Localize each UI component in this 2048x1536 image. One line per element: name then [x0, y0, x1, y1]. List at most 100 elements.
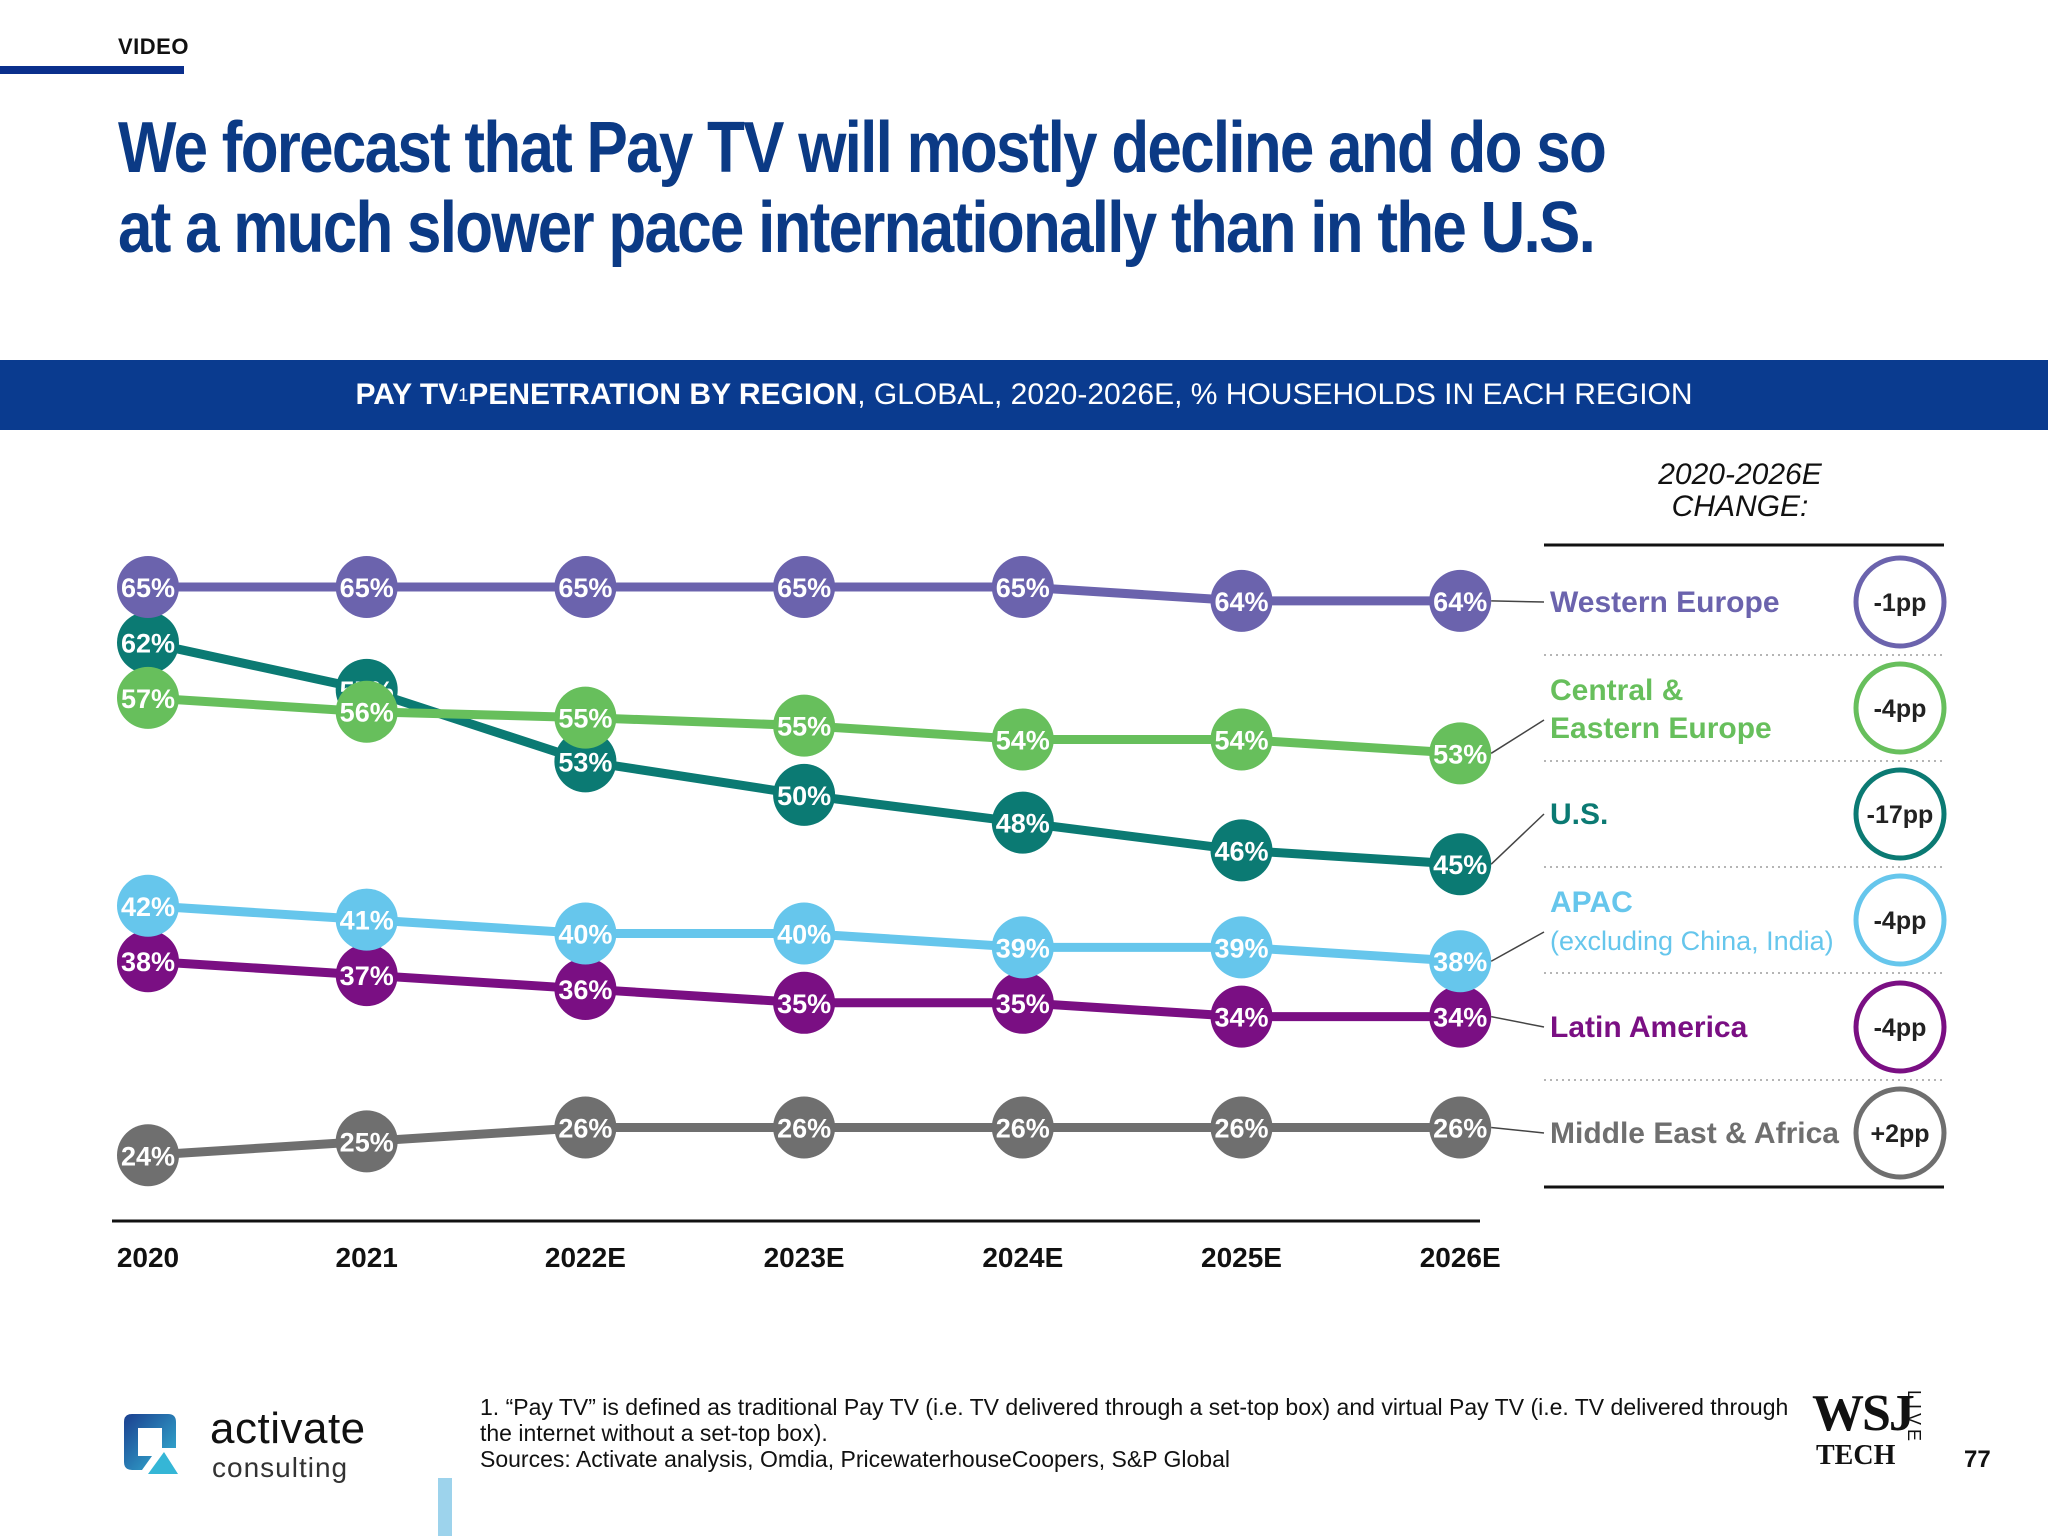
data-label-latin-america-2025e: 34% — [1214, 1003, 1268, 1033]
leader-line-western-europe — [1491, 600, 1545, 603]
data-label-u-s-2023e: 50% — [777, 781, 831, 811]
point-middle-east-africa-2020 — [117, 1124, 179, 1187]
data-label-central-eastern-europe-2023e: 55% — [777, 712, 831, 742]
wsj-live-text: LIVE — [1904, 1390, 1924, 1446]
point-latin-america-2023e — [773, 971, 836, 1034]
legend-label-apac-line-1: APAC — [1550, 886, 1633, 919]
change-badge-u-s — [1853, 767, 1947, 861]
legend-label-apac-line-2: (excluding China, India) — [1550, 926, 1834, 956]
data-label-u-s-2020: 62% — [121, 629, 175, 659]
change-value-western-europe: -1pp — [1874, 589, 1927, 617]
data-label-latin-america-2024e: 35% — [996, 989, 1050, 1019]
banner-bold-text-2: PENETRATION BY REGION — [468, 378, 858, 411]
leader-line-apac — [1490, 931, 1545, 962]
wsj-logo-text: WSJ — [1812, 1385, 1915, 1442]
point-u-s-2026e — [1429, 833, 1492, 896]
page-title: We forecast that Pay TV will mostly decl… — [118, 108, 1607, 268]
point-middle-east-africa-2024e — [991, 1096, 1054, 1159]
data-label-western-europe-2020: 65% — [121, 573, 175, 603]
data-label-u-s-2026e: 45% — [1433, 850, 1487, 880]
data-label-middle-east-africa-2024e: 26% — [996, 1114, 1050, 1144]
change-badge-western-europe — [1853, 555, 1947, 649]
point-apac-2023e — [773, 902, 836, 965]
point-middle-east-africa-2022e — [554, 1096, 617, 1159]
point-latin-america-2025e — [1210, 985, 1273, 1048]
footer-accent-bar — [438, 1478, 452, 1536]
leader-line-central-eastern-europe — [1490, 719, 1545, 754]
point-central-eastern-europe-2022e — [554, 686, 617, 749]
x-tick-label-2025e: 2025E — [1201, 1242, 1282, 1273]
leader-line-u-s — [1490, 813, 1545, 865]
data-label-latin-america-2021: 37% — [340, 961, 394, 991]
point-middle-east-africa-2026e — [1429, 1096, 1492, 1159]
point-western-europe-2022e — [554, 556, 617, 618]
point-apac-2022e — [554, 902, 617, 965]
banner-bold-text: PAY TV — [355, 378, 459, 411]
point-latin-america-2022e — [554, 957, 617, 1020]
data-label-u-s-2024e: 48% — [996, 809, 1050, 839]
point-central-eastern-europe-2024e — [991, 708, 1054, 771]
point-apac-2020 — [117, 874, 179, 937]
data-label-middle-east-africa-2025e: 26% — [1214, 1114, 1268, 1144]
change-value-middle-east-africa: +2pp — [1870, 1120, 1929, 1148]
point-central-eastern-europe-2023e — [773, 694, 836, 757]
leader-line-latin-america — [1491, 1015, 1545, 1028]
change-badge-latin-america — [1853, 980, 1947, 1074]
footnote-sources: Sources: Activate analysis, Omdia, Price… — [480, 1446, 1230, 1472]
point-u-s-2023e — [773, 763, 836, 826]
change-value-u-s: -17pp — [1867, 801, 1934, 829]
chart-banner: PAY TV 1 PENETRATION BY REGION, GLOBAL, 2… — [0, 360, 2048, 430]
legend-label-latin-america: Latin America — [1550, 1011, 1748, 1044]
data-label-central-eastern-europe-2026e: 53% — [1433, 739, 1487, 769]
legend-label-central-eastern-europe-line-2: Eastern Europe — [1550, 712, 1772, 745]
data-label-western-europe-2024e: 65% — [996, 573, 1050, 603]
footnote-line-1: 1. “Pay TV” is defined as traditional Pa… — [480, 1394, 1789, 1420]
point-western-europe-2021 — [335, 556, 398, 618]
change-badge-apac — [1853, 873, 1947, 967]
legend-label-middle-east-africa: Middle East & Africa — [1550, 1117, 1839, 1150]
data-label-western-europe-2026e: 64% — [1433, 587, 1487, 617]
change-header-line-2: CHANGE: — [1672, 490, 1809, 523]
data-label-u-s-2025e: 46% — [1214, 836, 1268, 866]
point-western-europe-2025e — [1210, 569, 1273, 632]
point-apac-2021 — [335, 888, 398, 951]
data-label-central-eastern-europe-2020: 57% — [121, 684, 175, 714]
logo-wordmark: activate — [210, 1404, 366, 1453]
point-u-s-2020 — [117, 611, 179, 674]
legend-label-western-europe: Western Europe — [1550, 586, 1780, 619]
data-label-latin-america-2020: 38% — [121, 947, 175, 977]
point-western-europe-2026e — [1429, 569, 1492, 632]
point-western-europe-2023e — [773, 556, 836, 618]
data-label-central-eastern-europe-2024e: 54% — [996, 725, 1050, 755]
data-label-western-europe-2023e: 65% — [777, 573, 831, 603]
point-u-s-2024e — [991, 791, 1054, 854]
data-label-apac-2022e: 40% — [558, 920, 612, 950]
point-latin-america-2026e — [1429, 985, 1492, 1048]
footnote-line-2: the internet without a set-top box). — [480, 1420, 828, 1446]
point-central-eastern-europe-2021 — [335, 680, 398, 743]
page-number: 77 — [1964, 1446, 1991, 1473]
change-value-latin-america: -4pp — [1874, 1014, 1927, 1042]
logo-subtext: consulting — [212, 1452, 349, 1483]
x-tick-label-2020: 2020 — [117, 1242, 179, 1273]
data-label-middle-east-africa-2020: 24% — [121, 1141, 175, 1171]
pay-tv-line-chart: 24% 25% 26% 26% 26% 26% 26% 38% 37% 36% 35% 35% 34% 3… — [112, 458, 1947, 1273]
point-latin-america-2021 — [335, 944, 398, 1007]
x-tick-label-2024e: 2024E — [982, 1242, 1063, 1273]
data-label-middle-east-africa-2021: 25% — [340, 1127, 394, 1157]
activate-logo-icon — [124, 1414, 178, 1474]
data-label-apac-2025e: 39% — [1214, 933, 1268, 963]
data-label-apac-2024e: 39% — [996, 933, 1050, 963]
point-apac-2026e — [1429, 930, 1492, 993]
point-latin-america-2020 — [117, 930, 179, 993]
footnote: 1. “Pay TV” is defined as traditional Pa… — [480, 1394, 1800, 1472]
point-central-eastern-europe-2020 — [117, 666, 179, 729]
x-tick-label-2023e: 2023E — [764, 1242, 845, 1273]
banner-superscript: 1 — [458, 384, 469, 405]
point-apac-2024e — [991, 916, 1054, 979]
data-label-u-s-2022e: 53% — [558, 747, 612, 777]
data-label-apac-2023e: 40% — [777, 920, 831, 950]
legend-label-central-eastern-europe-line-1: Central & — [1550, 674, 1683, 707]
data-label-middle-east-africa-2023e: 26% — [777, 1114, 831, 1144]
point-u-s-2022e — [554, 730, 617, 793]
